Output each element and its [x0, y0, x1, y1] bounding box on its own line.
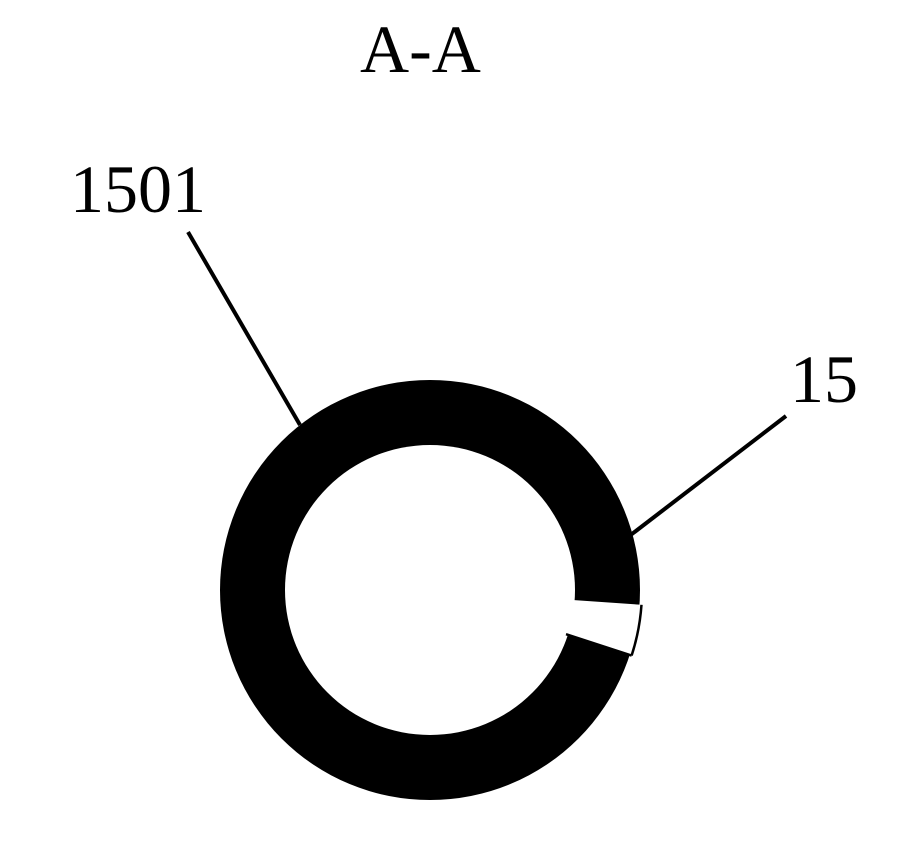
callout-label-15: 15: [790, 340, 858, 419]
leader-line-ring-1501: [188, 232, 300, 425]
diagram-canvas: A-A 1501 15: [0, 0, 914, 867]
leader-line-gap-15: [615, 416, 786, 547]
ring-hole: [285, 445, 575, 735]
diagram-svg: [0, 0, 914, 867]
callout-label-1501: 1501: [70, 150, 206, 229]
